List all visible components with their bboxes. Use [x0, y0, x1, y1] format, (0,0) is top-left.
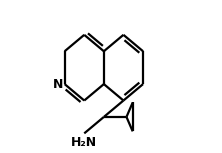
Text: H₂N: H₂N [71, 136, 97, 149]
Text: N: N [53, 78, 64, 91]
